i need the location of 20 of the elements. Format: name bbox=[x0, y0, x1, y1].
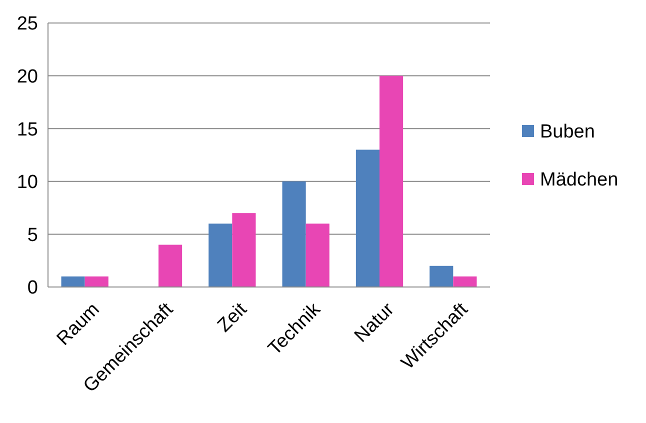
bar bbox=[380, 76, 404, 287]
bar bbox=[158, 244, 182, 287]
bar bbox=[232, 213, 256, 287]
bar bbox=[356, 150, 380, 287]
legend-label: Buben bbox=[540, 122, 595, 143]
y-tick-label: 10 bbox=[16, 172, 38, 194]
y-tick-label: 0 bbox=[27, 278, 38, 299]
y-tick-label: 25 bbox=[16, 14, 38, 35]
legend-label: Mädchen bbox=[540, 170, 618, 191]
bar bbox=[430, 266, 454, 287]
bar bbox=[208, 224, 232, 287]
y-tick-label: 5 bbox=[27, 224, 38, 246]
bar bbox=[453, 276, 477, 287]
bar bbox=[306, 224, 330, 287]
bar bbox=[61, 276, 85, 287]
y-tick-label: 15 bbox=[16, 119, 38, 140]
y-tick-label: 20 bbox=[16, 66, 38, 88]
bar bbox=[282, 181, 306, 287]
x-tick-label: Zeit bbox=[214, 298, 252, 336]
bar bbox=[84, 276, 108, 287]
